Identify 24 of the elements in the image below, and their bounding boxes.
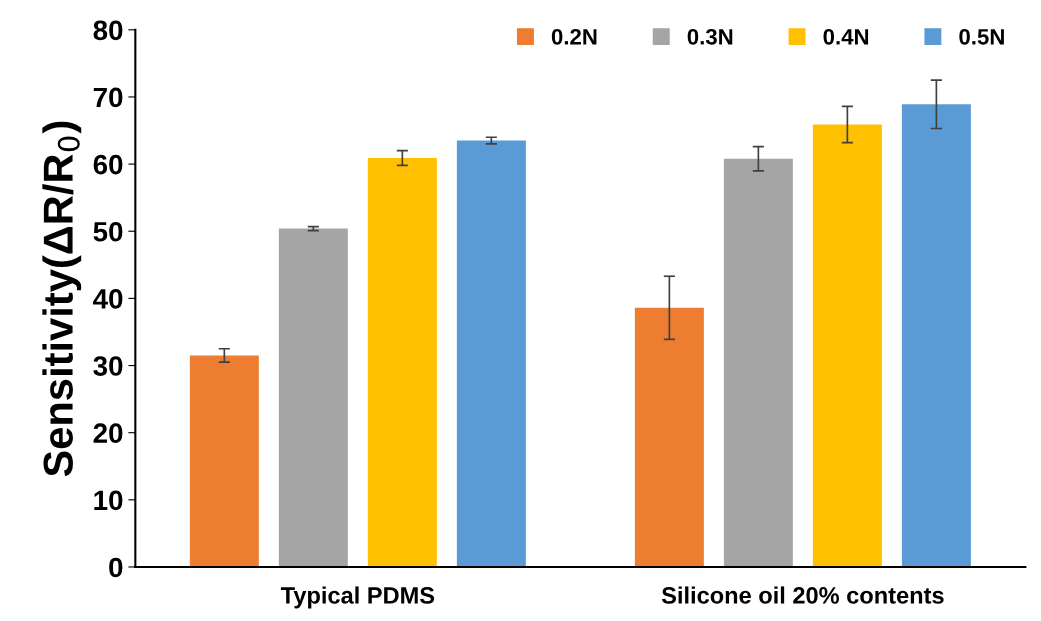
bar xyxy=(278,228,348,567)
legend-label: 0.2N xyxy=(551,28,597,45)
y-tick-label: 50 xyxy=(93,221,123,242)
y-tick-label: 20 xyxy=(93,423,123,444)
x-tick-label: Silicone oil 20% contents xyxy=(661,586,944,604)
y-tick-label: 40 xyxy=(93,289,123,309)
y-tick-label: 10 xyxy=(94,490,123,511)
y-tick-label: 30 xyxy=(93,356,123,376)
y-tick-label: 0 xyxy=(109,557,123,578)
y-tick-label: 60 xyxy=(93,154,123,175)
bar xyxy=(456,140,526,567)
y-axis-title: Sensitivity(ΔR/R$_{0}$) xyxy=(42,121,82,477)
legend-label: 0.4N xyxy=(823,28,869,45)
y-tick-label: 70 xyxy=(93,87,123,108)
bar xyxy=(812,124,882,567)
bar xyxy=(901,104,971,567)
bar xyxy=(367,158,437,567)
x-tick-label: Typical PDMS xyxy=(280,586,435,609)
bar xyxy=(723,158,793,567)
bar xyxy=(189,355,259,567)
legend-label: 0.5N xyxy=(959,28,1004,45)
bar xyxy=(634,307,704,567)
y-tick-label: 80 xyxy=(93,20,123,41)
legend-label: 0.3N xyxy=(687,28,733,45)
